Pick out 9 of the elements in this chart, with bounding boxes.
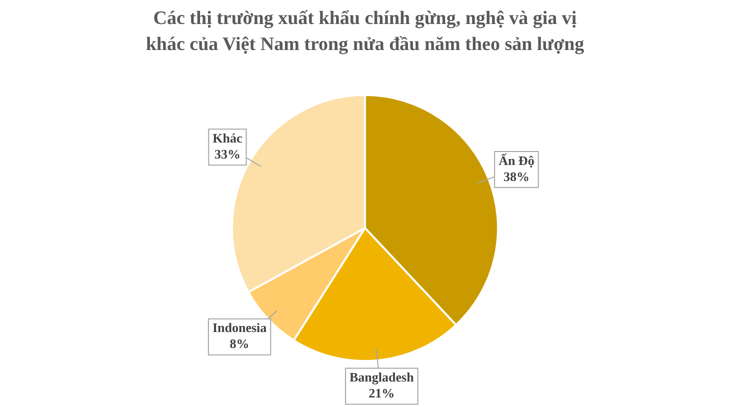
chart-title: Các thị trường xuất khẩu chính gừng, nghệ và gia vị khác của Việt Nam trong nửa đầu năm theo sản lượng bbox=[144, 7, 586, 57]
slice-label: Ấn Độ bbox=[498, 152, 534, 168]
slice-label: Indonesia bbox=[212, 320, 268, 336]
slice-label: Khác bbox=[212, 130, 242, 146]
data-label: 33% bbox=[214, 146, 240, 162]
slice-label: Bangladesh bbox=[350, 370, 415, 385]
data-label: 38% bbox=[503, 168, 530, 184]
data-label: 21% bbox=[368, 386, 395, 401]
data-label: 8% bbox=[230, 336, 250, 352]
